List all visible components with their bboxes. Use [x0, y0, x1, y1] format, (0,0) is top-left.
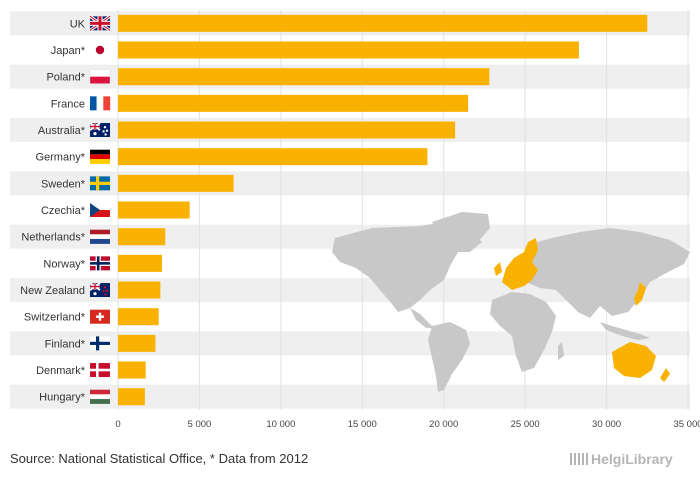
bar	[118, 201, 190, 219]
bar	[118, 148, 428, 166]
x-tick-label: 25 000	[511, 419, 540, 430]
map-south-america	[428, 322, 470, 392]
bar	[118, 228, 166, 246]
map-africa	[490, 292, 556, 372]
category-label: New Zealand	[20, 285, 85, 297]
x-tick-label: 10 000	[266, 419, 295, 430]
x-tick-label: 5 000	[188, 419, 212, 430]
map-europe-highlight	[502, 238, 538, 290]
x-tick-label: 15 000	[348, 419, 377, 430]
czechia-flag-icon	[90, 203, 110, 218]
category-label: Czechia*	[41, 205, 86, 217]
category-label: UK	[70, 18, 86, 30]
library-building-icon	[570, 453, 588, 465]
bar	[118, 281, 161, 299]
switzerland-flag-icon	[90, 309, 110, 324]
category-label: Sweden*	[41, 178, 86, 190]
category-label: Poland*	[46, 72, 85, 84]
category-label: Finland*	[45, 338, 86, 350]
france-flag-icon	[90, 96, 111, 111]
map-central-america	[410, 308, 434, 328]
australia-flag-icon	[89, 122, 110, 138]
category-label: Switzerland*	[24, 312, 86, 324]
denmark-flag-icon	[90, 363, 110, 378]
norway-flag-icon	[90, 256, 110, 271]
row-band	[10, 331, 690, 356]
map-australia-highlight	[612, 342, 656, 378]
bar	[118, 174, 234, 192]
sweden-flag-icon	[90, 176, 110, 191]
map-north-america	[332, 222, 482, 312]
bar	[118, 68, 490, 86]
category-label: Australia*	[38, 125, 86, 137]
country-flags	[89, 15, 111, 404]
bar	[118, 94, 469, 112]
map-greenland	[432, 212, 490, 250]
category-label: Hungary*	[39, 392, 86, 404]
x-tick-label: 20 000	[429, 419, 458, 430]
category-label: Netherlands*	[21, 232, 85, 244]
poland-flag-icon	[89, 69, 111, 84]
row-band	[10, 384, 690, 409]
hungary-flag-icon	[90, 389, 110, 404]
uk-flag-icon	[89, 15, 111, 32]
helgi-library-logo: HelgiLibrary	[570, 451, 673, 467]
x-tick-label: 0	[115, 419, 120, 430]
bar	[118, 14, 648, 32]
category-label: France	[51, 98, 85, 110]
bar	[118, 308, 159, 326]
germany-flag-icon	[90, 149, 110, 164]
x-axis-ticks: 0 5 000 10 000 15 000 20 000 25 000 30 000 35 0…	[115, 419, 700, 430]
row-band	[10, 171, 690, 196]
bar-chart: UK Japan* Poland* France Australia* Germany* S…	[10, 10, 700, 430]
bar	[118, 254, 162, 272]
map-indonesia	[600, 322, 650, 340]
x-tick-label: 35 000	[673, 419, 700, 430]
bar	[118, 361, 146, 379]
category-labels: UK Japan* Poland* France Australia* Germany* S…	[20, 18, 86, 403]
source-note: Source: National Statistical Office, * D…	[10, 451, 309, 466]
bars	[118, 14, 648, 406]
bar	[118, 121, 456, 139]
x-tick-label: 30 000	[592, 419, 621, 430]
bar	[118, 41, 579, 59]
bar	[118, 334, 156, 352]
category-label: Japan*	[51, 45, 86, 57]
finland-flag-icon	[90, 336, 110, 351]
new-zealand-flag-icon	[89, 282, 110, 298]
bar	[118, 388, 145, 406]
map-uk-highlight	[494, 262, 502, 276]
category-label: Norway*	[43, 258, 85, 270]
map-eurasia	[518, 228, 690, 318]
logo-text: HelgiLibrary	[591, 451, 673, 467]
japan-flag-icon	[95, 45, 105, 55]
category-label: Germany*	[35, 152, 85, 164]
map-japan-highlight	[634, 282, 646, 306]
category-label: Denmark*	[36, 365, 86, 377]
world-map-background	[332, 212, 690, 392]
netherlands-flag-icon	[90, 229, 110, 244]
map-madagascar	[558, 342, 564, 360]
map-new-zealand-highlight	[660, 368, 670, 382]
